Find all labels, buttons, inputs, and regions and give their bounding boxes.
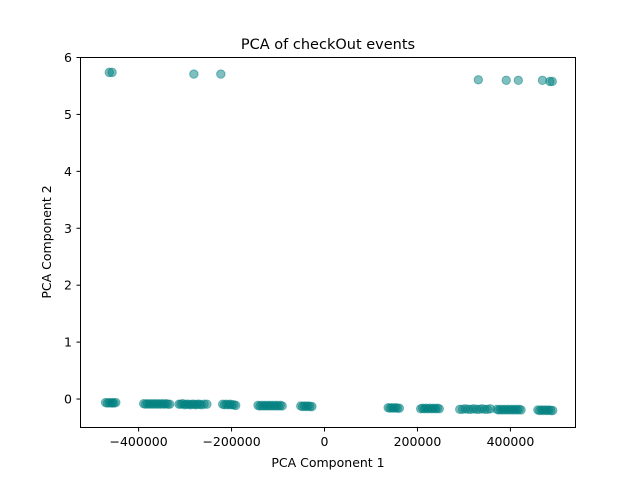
data-point — [307, 401, 317, 412]
y-axis-ticks: 0 1 2 3 4 5 6 — [64, 50, 81, 407]
data-point — [547, 76, 557, 87]
data-point — [231, 400, 241, 411]
data-point — [516, 405, 526, 415]
data-point — [165, 399, 175, 409]
data-point — [107, 67, 117, 78]
data-point — [202, 399, 212, 409]
data-point — [277, 401, 287, 411]
y-tick-label: 2 — [64, 278, 72, 293]
x-tick-label: 200000 — [394, 434, 442, 449]
x-tick-label: −200000 — [202, 434, 260, 449]
y-tick-label: 1 — [64, 335, 72, 350]
y-tick-label: 5 — [64, 107, 72, 122]
data-point — [189, 69, 199, 79]
y-tick-label: 3 — [64, 221, 72, 236]
x-tick-label: 400000 — [487, 434, 535, 449]
x-axis-label: PCA Component 1 — [271, 455, 384, 470]
y-axis-label: PCA Component 2 — [39, 185, 54, 298]
data-point — [111, 397, 121, 408]
y-tick-label: 0 — [64, 392, 72, 407]
data-point — [547, 405, 558, 416]
data-point — [394, 403, 405, 413]
y-tick-label: 4 — [64, 164, 72, 179]
chart-title: PCA of checkOut events — [241, 37, 415, 53]
data-point — [473, 75, 484, 85]
y-tick-label: 6 — [64, 50, 72, 65]
data-point — [434, 404, 444, 414]
data-point — [501, 75, 511, 86]
x-axis-ticks: −400000 −200000 0 200000 400000 — [109, 427, 535, 449]
data-point — [216, 69, 226, 79]
data-point — [513, 75, 523, 86]
x-tick-label: −400000 — [109, 434, 167, 449]
data-points — [100, 67, 558, 416]
x-tick-label: 0 — [321, 434, 329, 449]
plot-frame — [80, 57, 576, 428]
